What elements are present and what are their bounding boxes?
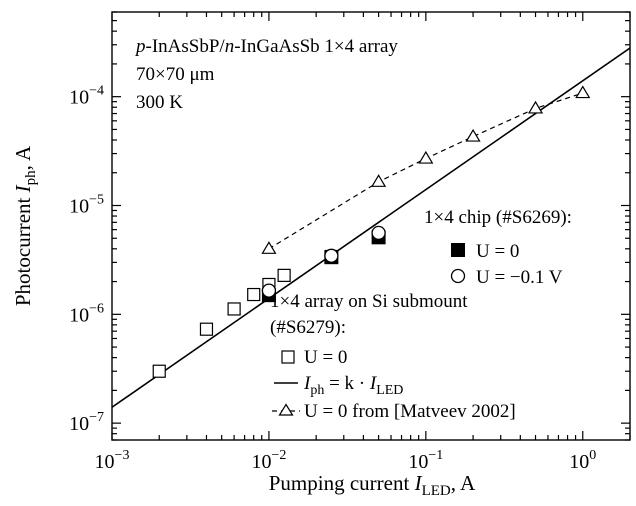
legend-fit-sub2: LED	[376, 383, 403, 398]
point-open-triangle	[418, 150, 434, 164]
y-axis-label-var: I	[11, 184, 35, 193]
legend-chip-title: 1×4 chip (#S6269):	[424, 207, 572, 228]
point-open-square	[199, 322, 214, 336]
point-open-circle	[371, 225, 386, 241]
y-tick-label-exp: −6	[89, 301, 104, 316]
point-open-circle	[324, 248, 339, 263]
x-axis-label: Pumping current ILED, A	[269, 471, 476, 499]
fit-line	[112, 47, 630, 408]
axis-ticks	[111, 11, 631, 441]
y-tick-label: 10−5	[69, 193, 104, 218]
legend-fit-label: Iph = k · ILED	[303, 373, 403, 398]
x-tick-label-exp: −2	[271, 448, 286, 463]
y-tick-label-exp: −7	[89, 410, 104, 425]
legend-marker-filled-square	[451, 243, 465, 257]
legend-fit-var: I	[303, 373, 312, 394]
y-axis-label-sub: ph	[23, 170, 39, 186]
y-axis-label-suffix: , A	[11, 145, 35, 170]
point-open-triangle	[371, 174, 387, 187]
x-axis-label-var: I	[414, 471, 423, 495]
x-tick-label-base: 10	[95, 451, 115, 473]
x-axis-label-suffix: , A	[451, 471, 476, 495]
legend-array-title-1: 1×4 array on Si submount	[270, 291, 468, 312]
point-open-triangle	[261, 241, 277, 254]
annotation-n: n	[225, 36, 235, 57]
y-tick-label: 10−7	[69, 410, 104, 435]
x-axis-label-prefix: Pumping current	[269, 471, 415, 495]
point-open-triangle	[575, 85, 591, 99]
annotation-mu: μ	[189, 64, 199, 85]
x-tick-label: 10−1	[408, 448, 443, 473]
annotation-p: p	[134, 36, 146, 57]
y-tick-label-base: 10	[69, 87, 89, 109]
plot-frame	[111, 11, 631, 441]
legend-marker-open-triangle	[278, 403, 294, 416]
annotation-line-3: 300 K	[136, 92, 183, 113]
legend-ref-label: U = 0 from [Matveev 2002]	[304, 401, 516, 422]
annotation-line-1: p-InAsSbP/n-InGaAsSb 1×4 array	[134, 36, 398, 57]
x-tick-label-base: 10	[408, 451, 428, 473]
legend-array-title-2: (#S6279):	[270, 317, 346, 338]
y-tick-label-exp: −4	[89, 84, 104, 99]
point-open-square	[277, 268, 291, 282]
x-tick-label-base: 10	[569, 451, 589, 473]
y-tick-label-base: 10	[69, 413, 89, 435]
legend-chip-u01: U = −0.1 V	[476, 267, 563, 288]
annotation-material-b: -InGaAsSb 1×4 array	[234, 36, 398, 57]
point-open-square	[152, 364, 166, 378]
y-tick-label: 10−4	[69, 84, 104, 109]
y-axis-label: Photocurrent Iph, A	[11, 145, 39, 306]
y-tick-label-base: 10	[69, 196, 89, 218]
point-open-circle	[261, 283, 277, 298]
legend-array-u0: U = 0	[304, 347, 347, 368]
x-tick-label: 10−3	[95, 448, 130, 473]
y-tick-label-exp: −5	[89, 193, 104, 208]
x-tick-label: 100	[569, 448, 596, 473]
annotation-size: 70×70	[136, 64, 189, 85]
legend-fit-sub: ph	[310, 383, 324, 398]
annotation-material-a: -InAsSbP/	[146, 36, 226, 57]
annotation-unit: m	[200, 64, 215, 85]
annotation-line-2: 70×70 μm	[136, 64, 215, 85]
y-tick-label-base: 10	[69, 304, 89, 326]
legend-chip-u0: U = 0	[476, 241, 519, 262]
legend-marker-open-square	[281, 350, 295, 364]
legend-fit-mid: = k ·	[324, 373, 370, 394]
matveev-dashed-line	[268, 92, 583, 250]
point-open-square	[227, 302, 241, 316]
point-open-triangle	[527, 100, 544, 114]
point-open-triangle	[465, 128, 481, 142]
data-layer	[112, 47, 630, 408]
y-axis-label-prefix: Photocurrent	[11, 192, 35, 306]
point-open-square	[247, 287, 261, 302]
x-tick-label-exp: −3	[115, 448, 130, 463]
x-tick-label: 10−2	[251, 448, 286, 473]
legend-marker-open-circle	[450, 268, 466, 284]
legend-fit-var2: I	[369, 373, 378, 394]
x-tick-label-base: 10	[251, 451, 271, 473]
x-tick-label-exp: 0	[589, 448, 596, 463]
x-axis-label-sub: LED	[422, 483, 451, 499]
x-tick-label-exp: −1	[428, 448, 443, 463]
y-tick-label: 10−6	[69, 301, 104, 326]
